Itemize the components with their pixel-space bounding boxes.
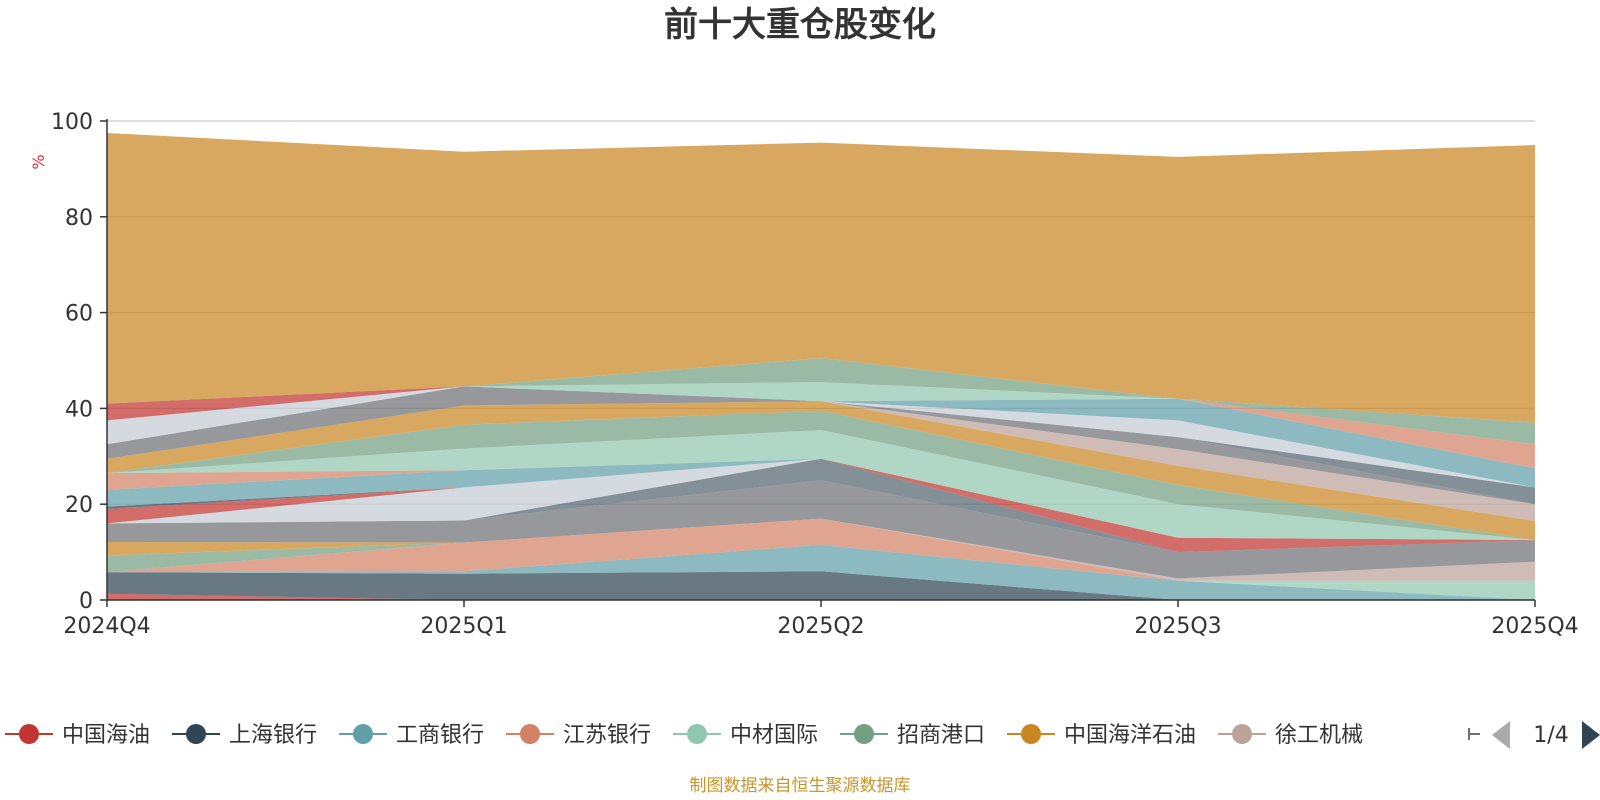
y-tick-label-3: 60	[65, 302, 93, 327]
source-note: 制图数据来自恒生聚源数据库	[690, 776, 911, 796]
legend-next-icon[interactable]	[1582, 721, 1600, 749]
legend-label-1: 上海银行	[229, 723, 317, 748]
area-series-8	[107, 480, 1535, 579]
area-series-7	[107, 518, 1535, 581]
legend-label-2: 工商银行	[396, 723, 484, 748]
legend-marker-2	[353, 724, 373, 744]
legend-label-0: 中国海油	[62, 723, 150, 748]
legend-item-4: 中材国际	[673, 723, 818, 748]
legend-marker-4	[687, 724, 707, 744]
x-tick-label-0: 2024Q4	[63, 614, 150, 639]
area-series-1	[107, 571, 1535, 600]
area-series-26	[107, 358, 1535, 445]
legend-item-1: 上海银行	[172, 723, 317, 748]
legend: 中国海油 上海银行 工商银行 江苏银行 中材国际 招商港口 中国海洋石油 徐工机械 1/4	[5, 721, 1600, 749]
legend-item-2: 工商银行	[339, 723, 484, 748]
legend-label-4: 中材国际	[730, 723, 818, 748]
legend-marker-5	[854, 724, 874, 744]
legend-page-indicator: 1/4	[1533, 723, 1568, 748]
area-series-2	[107, 544, 1535, 600]
legend-marker-0	[19, 724, 39, 744]
axes: 0 20 40 60 80 100 2024Q4 2025Q1 2025Q2 2025Q3 2025…	[51, 110, 1579, 639]
area-series-25	[107, 382, 1535, 445]
area-series	[107, 133, 1535, 600]
legend-item-6: 中国海洋石油	[1007, 723, 1196, 748]
y-axis-unit: %	[29, 154, 48, 169]
chart-title: 前十大重仓股变化	[664, 5, 936, 45]
y-tick-label-0: 0	[79, 589, 93, 614]
y-tick-label-2: 40	[65, 397, 93, 422]
legend-label-6: 中国海洋石油	[1064, 723, 1196, 748]
legend-marker-1	[186, 724, 206, 744]
area-series-9	[107, 458, 1535, 553]
area-series-27	[107, 133, 1535, 423]
x-tick-label-4: 2025Q4	[1491, 614, 1578, 639]
area-series-18	[107, 401, 1535, 521]
area-series-11	[107, 458, 1535, 553]
area-series-15	[107, 430, 1535, 541]
y-tick-label-5: 100	[51, 110, 93, 135]
area-series-13	[107, 458, 1535, 541]
legend-item-5: 招商港口	[840, 723, 985, 748]
legend-item-7: 徐工机械	[1218, 723, 1363, 748]
area-series-21	[107, 386, 1535, 488]
area-series-4	[107, 518, 1535, 600]
legend-prev-icon[interactable]	[1492, 721, 1510, 749]
legend-label-7: 徐工机械	[1275, 723, 1363, 748]
area-series-3	[107, 518, 1535, 600]
legend-marker-7	[1232, 724, 1252, 744]
legend-item-3: 江苏银行	[506, 723, 651, 748]
legend-marker-6	[1021, 724, 1041, 744]
y-tick-label-4: 80	[65, 206, 93, 231]
x-tick-label-1: 2025Q1	[420, 614, 507, 639]
area-series-23	[107, 386, 1535, 488]
legend-item-0: 中国海油	[5, 723, 150, 748]
x-tick-label-2: 2025Q2	[777, 614, 864, 639]
area-series-16	[107, 410, 1535, 541]
legend-marker-3	[520, 724, 540, 744]
legend-label-3: 江苏银行	[563, 723, 651, 748]
area-series-10	[107, 458, 1535, 553]
y-tick-label-1: 20	[65, 493, 93, 518]
x-tick-label-3: 2025Q3	[1134, 614, 1221, 639]
legend-label-5: 招商港口	[897, 723, 985, 748]
